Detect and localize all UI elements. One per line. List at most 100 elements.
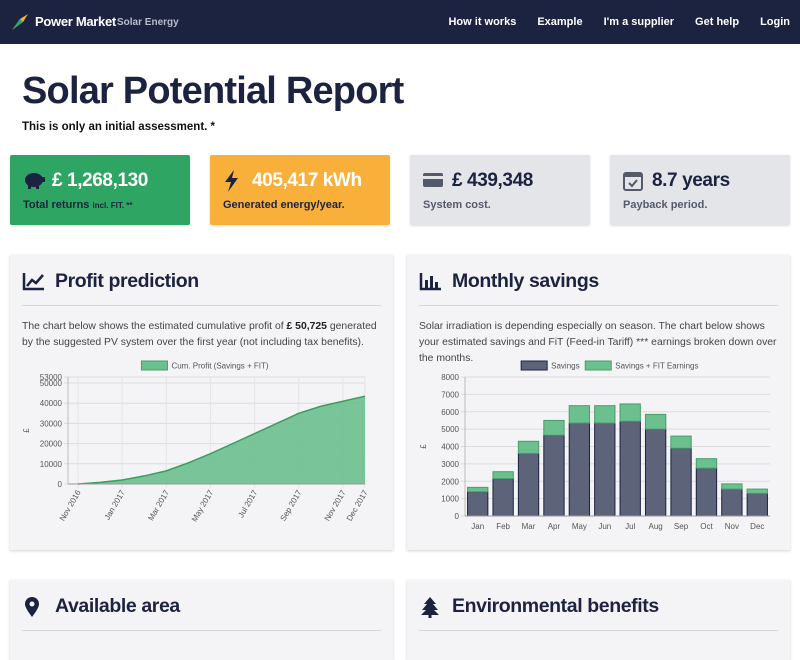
nav-link[interactable]: I'm a supplier — [603, 16, 675, 28]
x-tick-label: Jun — [598, 522, 611, 531]
stat-card: £ 1,268,130 Total returns incl. FIT. ** — [10, 155, 190, 225]
bar-segment — [543, 419, 565, 436]
bar-segment — [695, 467, 718, 517]
x-tick-label: Aug — [649, 522, 663, 531]
logo — [12, 14, 28, 30]
bar-segment — [568, 422, 591, 517]
x-tick-label: Nov 2016 — [58, 488, 83, 523]
y-tick-label: 4000 — [441, 443, 459, 452]
panel: Profit prediction The chart below shows … — [10, 255, 393, 550]
bar-segment — [644, 413, 667, 430]
bar-segment — [644, 428, 667, 517]
panel-title: Available area — [55, 595, 180, 617]
chart: Savings Savings + FIT Earnings £0 1000 2000 3… — [419, 360, 770, 531]
stat-label: Payback period. — [623, 199, 708, 211]
x-tick-label: May — [572, 522, 587, 531]
x-tick-label: Mar — [522, 522, 536, 531]
bar-segment — [467, 491, 489, 517]
stat-card: £ 439,348 System cost. — [410, 155, 590, 225]
nav-link[interactable]: How it works — [448, 16, 517, 28]
bar-segment — [746, 492, 768, 517]
tree-icon — [421, 597, 439, 618]
divider — [419, 305, 778, 306]
y-tick-label: 2000 — [441, 477, 459, 486]
panel-text: The chart below shows the estimated cumu… — [22, 319, 382, 351]
y-tick-label: 20000 — [40, 440, 63, 449]
bar-segment — [670, 447, 692, 517]
x-tick-label: Dec 2017 — [345, 488, 370, 523]
x-tick-label: Mar 2017 — [146, 488, 171, 522]
page-title: Solar Potential Report — [22, 70, 404, 112]
stat-card: 8.7 years Payback period. — [610, 155, 790, 225]
bar-segment — [467, 486, 489, 493]
y-tick-label: 6000 — [441, 408, 459, 417]
legend-label: Savings + FIT Earnings — [615, 362, 698, 371]
bar-segment — [721, 483, 743, 490]
stat-value: 8.7 years — [652, 170, 730, 191]
bar-chart-icon — [419, 273, 441, 291]
line-chart-icon — [22, 273, 44, 291]
text: The chart below shows the estimated cumu… — [22, 321, 287, 332]
divider — [22, 305, 381, 306]
x-tick-label: Feb — [496, 522, 510, 531]
bar-segment — [619, 403, 641, 422]
stat-label: System cost. — [423, 199, 491, 211]
x-tick-label: Sep 2017 — [279, 488, 304, 523]
legend-label: Cum. Profit (Savings + FIT) — [171, 362, 268, 371]
bar-segment — [543, 434, 565, 517]
x-tick-label: Sep — [674, 522, 689, 531]
y-axis-label: £ — [419, 444, 428, 449]
bar-segment — [695, 458, 718, 469]
y-tick-label: 7000 — [441, 390, 459, 399]
y-tick-label: 10000 — [40, 460, 63, 469]
panel-title: Profit prediction — [55, 270, 199, 292]
stat-value: £ 1,268,130 — [52, 170, 148, 191]
nav-link[interactable]: Example — [537, 16, 583, 28]
line — [77, 395, 366, 485]
panel: Monthly savings Solar irradiation is dep… — [407, 255, 790, 550]
x-tick-label: Apr — [548, 522, 561, 531]
bar-segment — [492, 478, 514, 517]
panel: Available area — [10, 580, 393, 660]
y-axis-label: £ — [22, 428, 31, 433]
panel-text: Solar irradiation is depending especiall… — [419, 321, 777, 364]
pin-icon — [25, 597, 39, 617]
x-tick-label: Jul 2017 — [236, 488, 259, 519]
stat-card: 405,417 kWh Generated energy/year. — [210, 155, 390, 225]
brand[interactable]: Power Market — [35, 14, 116, 29]
x-tick-label: Jan — [471, 522, 484, 531]
area-fill — [78, 396, 365, 484]
bar-segment — [492, 471, 514, 480]
y-tick-label: 50000 — [40, 379, 63, 388]
y-tick-label: 30000 — [40, 419, 63, 428]
panel: Environmental benefits — [407, 580, 790, 660]
stat-note: incl. FIT. ** — [92, 201, 133, 210]
nav-links: How it works Example I'm a supplier Get … — [448, 16, 790, 28]
bar-segment — [594, 422, 616, 517]
x-tick-label: Nov — [725, 522, 739, 531]
navbar: Power Market Solar Energy How it works E… — [0, 0, 800, 44]
bar-segment — [619, 420, 641, 517]
y-tick-label: 1000 — [441, 495, 459, 504]
stat-label: Total returns — [23, 199, 90, 211]
y-tick-label: 5000 — [441, 425, 459, 434]
x-tick-label: May 2017 — [190, 488, 216, 523]
tagline: Solar Energy — [117, 17, 179, 28]
x-tick-label: Oct — [700, 522, 713, 531]
bar-segment — [517, 452, 540, 517]
stat-label: Generated energy/year. — [223, 199, 345, 211]
panel-title: Environmental benefits — [452, 595, 659, 617]
y-tick-label: 0 — [455, 512, 460, 521]
y-tick-label: 40000 — [40, 399, 63, 408]
text: generated by the suggested PV system ove… — [22, 321, 377, 348]
divider — [419, 630, 778, 631]
bar-segment — [721, 488, 743, 517]
bar-segment — [568, 405, 591, 424]
nav-link[interactable]: Get help — [695, 16, 740, 28]
text-bold: £ 50,725 — [286, 321, 327, 332]
nav-link[interactable]: Login — [760, 16, 790, 28]
bar-segment — [746, 488, 768, 494]
bar-segment — [517, 440, 540, 454]
y-tick-label: 8000 — [441, 373, 459, 382]
